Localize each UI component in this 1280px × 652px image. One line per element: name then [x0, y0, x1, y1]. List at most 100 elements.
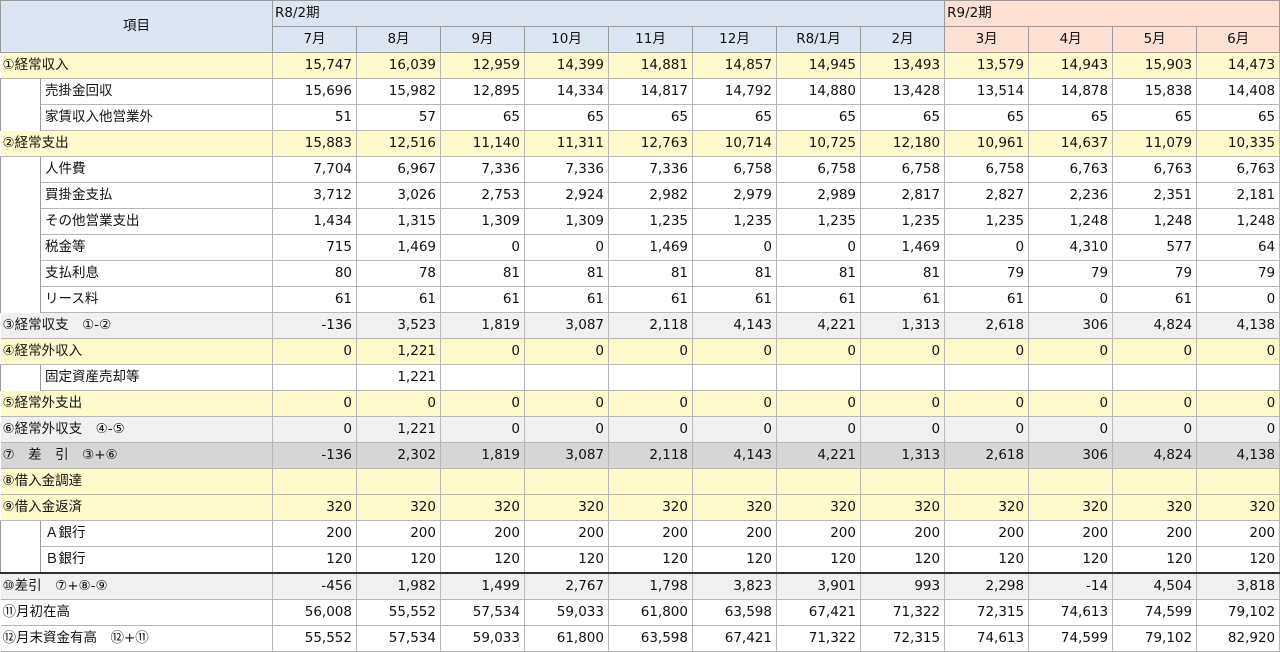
table-row: ④経常外収入 0 1,221 0 0 0 0 0 0 0 0 0 0: [0, 338, 1280, 365]
value-cell: 577: [1112, 234, 1198, 261]
value-cell: 74,599: [1112, 599, 1198, 626]
value-cell: 0: [776, 234, 861, 261]
value-cell: 320: [860, 494, 946, 521]
value-cell: 4,824: [1112, 312, 1198, 339]
value-cell: 0: [1196, 338, 1280, 365]
value-cell: 2,236: [1028, 182, 1114, 209]
value-cell: 4,504: [1112, 573, 1198, 600]
value-cell: 67,421: [692, 625, 777, 652]
value-cell: 61: [692, 286, 777, 313]
value-cell: 0: [944, 338, 1030, 365]
value-cell: 4,221: [776, 312, 861, 339]
value-cell: 0: [608, 390, 693, 417]
value-cell: 2,989: [776, 182, 861, 209]
value-cell: 59,033: [440, 625, 525, 652]
table-row: 税金等 715 1,469 0 0 1,469 0 0 1,469 0 4,310 577 64: [1, 234, 1280, 261]
value-cell: 1,469: [608, 234, 693, 261]
value-cell: 61: [524, 286, 609, 313]
value-cell: 320: [776, 494, 861, 521]
value-cell: 1,469: [860, 234, 946, 261]
value-cell: 74,613: [1028, 599, 1114, 626]
value-cell: 2,298: [944, 573, 1030, 600]
value-cell: 1,798: [608, 573, 693, 600]
value-cell: [440, 468, 525, 495]
value-cell: 74,613: [944, 625, 1030, 652]
row-label: 買掛金支払: [40, 182, 273, 209]
value-cell: 0: [608, 416, 693, 443]
value-cell: 65: [608, 104, 693, 131]
value-cell: 14,408: [1196, 78, 1280, 105]
value-cell: 120: [944, 546, 1030, 574]
value-cell: 0: [272, 390, 357, 417]
header-month: 2月: [859, 26, 946, 53]
value-cell: [608, 364, 693, 391]
value-cell: [692, 364, 777, 391]
value-cell: 61: [860, 286, 946, 313]
value-cell: 0: [692, 416, 777, 443]
value-cell: 79: [944, 260, 1030, 287]
header-period-r8: R8/2期: [271, 0, 946, 27]
value-cell: 72,315: [860, 625, 946, 652]
value-cell: 81: [860, 260, 946, 287]
table-row: ⑫月末資金有高 ⑫+⑪ 55,552 57,534 59,033 61,800 63,59…: [0, 625, 1280, 652]
table-row: 買掛金支払 3,712 3,026 2,753 2,924 2,982 2,979 2,989…: [1, 182, 1280, 209]
value-cell: 13,428: [860, 78, 946, 105]
value-cell: 79: [1196, 260, 1280, 287]
value-cell: -456: [272, 573, 357, 600]
value-cell: -136: [272, 312, 357, 339]
value-cell: 14,334: [524, 78, 609, 105]
value-cell: [272, 468, 357, 495]
value-cell: 79: [1112, 260, 1198, 287]
row-label: Ｂ銀行: [40, 546, 273, 574]
value-cell: 2,118: [608, 442, 693, 469]
value-cell: 0: [1028, 416, 1114, 443]
value-cell: -136: [272, 442, 357, 469]
row-label: ②経常支出: [0, 130, 273, 157]
row-label: Ａ銀行: [40, 520, 273, 547]
value-cell: 0: [1028, 390, 1114, 417]
value-cell: 3,712: [272, 182, 357, 209]
indent-cell: [0, 520, 41, 574]
value-cell: [1112, 364, 1198, 391]
value-cell: 13,579: [944, 52, 1030, 79]
value-cell: 10,961: [944, 130, 1030, 157]
value-cell: 61: [608, 286, 693, 313]
table-row: ⑥経常外収支 ④-⑤ 0 1,221 0 0 0 0 0 0 0 0 0 0: [0, 416, 1280, 443]
value-cell: 0: [944, 416, 1030, 443]
value-cell: 2,302: [356, 442, 441, 469]
value-cell: 14,637: [1028, 130, 1114, 157]
value-cell: 1,309: [524, 208, 609, 235]
value-cell: 200: [440, 520, 525, 547]
value-cell: 120: [776, 546, 861, 574]
value-cell: 0: [1196, 390, 1280, 417]
value-cell: 6,967: [356, 156, 441, 183]
value-cell: 15,982: [356, 78, 441, 105]
value-cell: 74,599: [1028, 625, 1114, 652]
value-cell: 0: [440, 338, 525, 365]
value-cell: 12,895: [440, 78, 525, 105]
value-cell: 61,800: [608, 599, 693, 626]
value-cell: 0: [356, 390, 441, 417]
value-cell: [860, 364, 946, 391]
table-row: リース料 61 61 61 61 61 61 61 61 61 0 61 0: [1, 286, 1280, 313]
value-cell: 306: [1028, 312, 1114, 339]
table-row: ⑩差引 ⑦+⑧-⑨ -456 1,982 1,499 2,767 1,798 3,823 3,…: [0, 573, 1280, 600]
value-cell: -14: [1028, 573, 1114, 600]
value-cell: 0: [524, 390, 609, 417]
value-cell: 1,235: [692, 208, 777, 235]
value-cell: 1,982: [356, 573, 441, 600]
value-cell: 80: [272, 260, 357, 287]
value-cell: 1,221: [356, 338, 441, 365]
table-row: 売掛金回収 15,696 15,982 12,895 14,334 14,817 14,79…: [0, 78, 1280, 131]
row-label: ⑤経常外支出: [0, 390, 273, 417]
row-label: 家賃収入他営業外: [40, 104, 273, 131]
value-cell: [524, 468, 609, 495]
value-cell: 715: [272, 234, 357, 261]
row-label: 売掛金回収: [40, 78, 273, 105]
value-cell: 65: [524, 104, 609, 131]
value-cell: 0: [1028, 338, 1114, 365]
value-cell: 15,747: [272, 52, 357, 79]
value-cell: 61: [1112, 286, 1198, 313]
header-item: 項目: [0, 0, 273, 53]
value-cell: 993: [860, 573, 946, 600]
